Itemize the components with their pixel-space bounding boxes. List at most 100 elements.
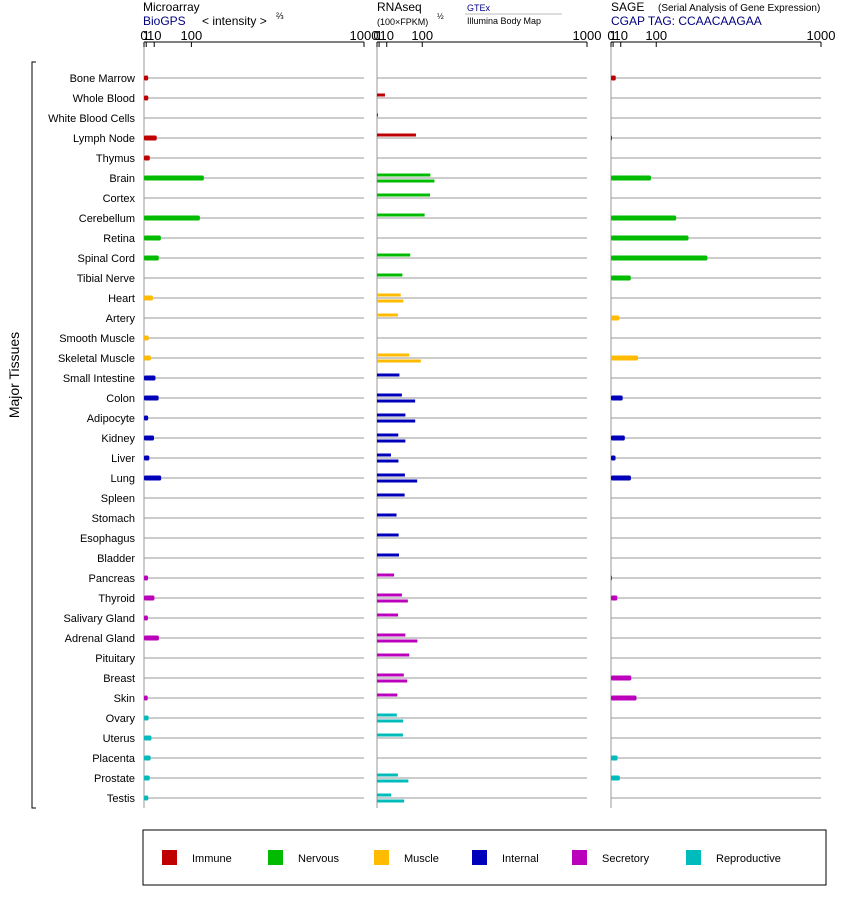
microarray-bar-brain <box>144 175 204 181</box>
microarray-bar-thymus <box>144 155 150 161</box>
gtex-bar-prostate <box>377 773 398 777</box>
gtex-bar-liver <box>377 453 391 457</box>
tissue-label: Whole Blood <box>73 93 135 105</box>
illumina-bar-prostate <box>377 779 409 783</box>
illumina-bar-adrenal-gland <box>377 639 418 643</box>
microarray-bar-kidney <box>144 435 155 441</box>
rnaseq-unit-exponent: ½ <box>437 12 444 21</box>
illumina-bar-thyroid <box>377 599 408 603</box>
sage-bar-lung <box>611 475 631 481</box>
sage-bar-colon <box>611 395 623 401</box>
microarray-bar-testis <box>144 795 149 801</box>
legend-label-internal: Internal <box>502 853 539 865</box>
microarray-bar-ovary <box>144 715 149 721</box>
tissue-label: Small Intestine <box>63 373 135 385</box>
microarray-source: BioGPS <box>143 14 186 28</box>
gtex-bar-lung <box>377 473 405 477</box>
gtex-bar-cortex <box>377 193 431 197</box>
tissue-label: Stomach <box>92 513 135 525</box>
tissue-label: Spinal Cord <box>78 253 135 265</box>
y-axis: Major Tissues <box>6 61 36 809</box>
legend-swatch-immune <box>162 850 177 865</box>
illumina-bar-ovary <box>377 719 404 723</box>
illumina-bar-adipocyte <box>377 419 416 423</box>
sage-tick-label: 1000 <box>807 28 836 43</box>
tissue-label: Bone Marrow <box>70 73 135 85</box>
tissue-label: Esophagus <box>80 533 136 545</box>
legend-swatch-internal <box>472 850 487 865</box>
gtex-bar-thyroid <box>377 593 402 597</box>
tissue-label: Thyroid <box>98 593 135 605</box>
legend-swatch-secretory <box>572 850 587 865</box>
gtex-bar-spinal-cord <box>377 253 411 257</box>
legend-items: Immune Nervous Muscle Internal Secretory Repr… <box>162 850 781 865</box>
microarray-bar-bone-marrow <box>144 75 149 81</box>
rnaseq-tick-label: 1 <box>375 28 382 43</box>
gtex-bar-cerebellum <box>377 213 425 217</box>
microarray-bar-uterus <box>144 735 152 741</box>
rnaseq-tick-label: 10 <box>380 28 394 43</box>
tissue-label: Pancreas <box>89 573 136 585</box>
illumina-bar-colon <box>377 399 416 403</box>
gtex-bar-esophagus <box>377 533 399 537</box>
tissue-label: Artery <box>106 313 136 325</box>
microarray-bar-salivary-gland <box>144 615 148 621</box>
sage-bar-pancreas <box>611 575 612 581</box>
sage-bar-skeletal-muscle <box>611 355 639 361</box>
gtex-bar-ovary <box>377 713 397 717</box>
gtex-bar-skin <box>377 693 398 697</box>
tissue-label: Liver <box>111 453 135 465</box>
tissue-label: Thymus <box>96 153 136 165</box>
illumina-bar-kidney <box>377 439 406 443</box>
sage-bar-breast <box>611 675 632 681</box>
gtex-bar-skeletal-muscle <box>377 353 410 357</box>
tissue-label: Cerebellum <box>79 213 135 225</box>
tissue-label: Adrenal Gland <box>65 633 135 645</box>
tissue-label: Ovary <box>106 713 136 725</box>
microarray-bar-small-intestine <box>144 375 156 381</box>
microarray-bar-placenta <box>144 755 151 761</box>
microarray-bar-adipocyte <box>144 415 149 421</box>
tissue-label: Prostate <box>94 773 135 785</box>
legend-label-reproductive: Reproductive <box>716 853 781 865</box>
tissue-label: Spleen <box>101 493 135 505</box>
microarray-bar-heart <box>144 295 153 301</box>
tissue-label: White Blood Cells <box>48 113 135 125</box>
gtex-bar-adrenal-gland <box>377 633 406 637</box>
sage-bar-placenta <box>611 755 618 761</box>
illumina-bar-liver <box>377 459 399 463</box>
tissue-label: Uterus <box>103 733 136 745</box>
gtex-bar-whole-blood <box>377 93 385 97</box>
gtex-bar-colon <box>377 393 402 397</box>
legend-swatch-muscle <box>374 850 389 865</box>
gtex-bar-tibial-nerve <box>377 273 403 277</box>
microarray-title: Microarray <box>143 0 200 14</box>
microarray-tick-label: 1000 <box>350 28 379 43</box>
gtex-bar-pancreas <box>377 573 395 577</box>
microarray-bar-retina <box>144 235 161 241</box>
tissue-label: Salivary Gland <box>63 613 135 625</box>
microarray-header: Microarray BioGPS < intensity > ⅔ <box>143 0 284 28</box>
sage-bar-liver <box>611 455 616 461</box>
legend-swatch-nervous <box>268 850 283 865</box>
gtex-bar-stomach <box>377 513 397 517</box>
tissue-label: Skin <box>114 693 135 705</box>
microarray-tick-label: 10 <box>147 28 161 43</box>
sage-tick-label: 100 <box>645 28 667 43</box>
microarray-bar-skin <box>144 695 148 701</box>
gtex-bar-salivary-gland <box>377 613 399 617</box>
rnaseq-title: RNAseq <box>377 0 422 14</box>
sage-tick-label: 10 <box>614 28 628 43</box>
gtex-bar-kidney <box>377 433 399 437</box>
microarray-bar-thyroid <box>144 595 155 601</box>
microarray-bar-lung <box>144 475 162 481</box>
sage-tick-label: 0 <box>607 28 614 43</box>
sage-header: SAGE (Serial Analysis of Gene Expression… <box>611 0 820 28</box>
tissue-label: Pituitary <box>95 653 135 665</box>
microarray-tick-label: 0 <box>140 28 147 43</box>
rnaseq-header: RNAseq (100×FPKM) ½ GTEx Illumina Body M… <box>377 0 562 27</box>
microarray-bar-prostate <box>144 775 150 781</box>
sage-title: SAGE <box>611 0 644 14</box>
tissue-label: Colon <box>106 393 135 405</box>
